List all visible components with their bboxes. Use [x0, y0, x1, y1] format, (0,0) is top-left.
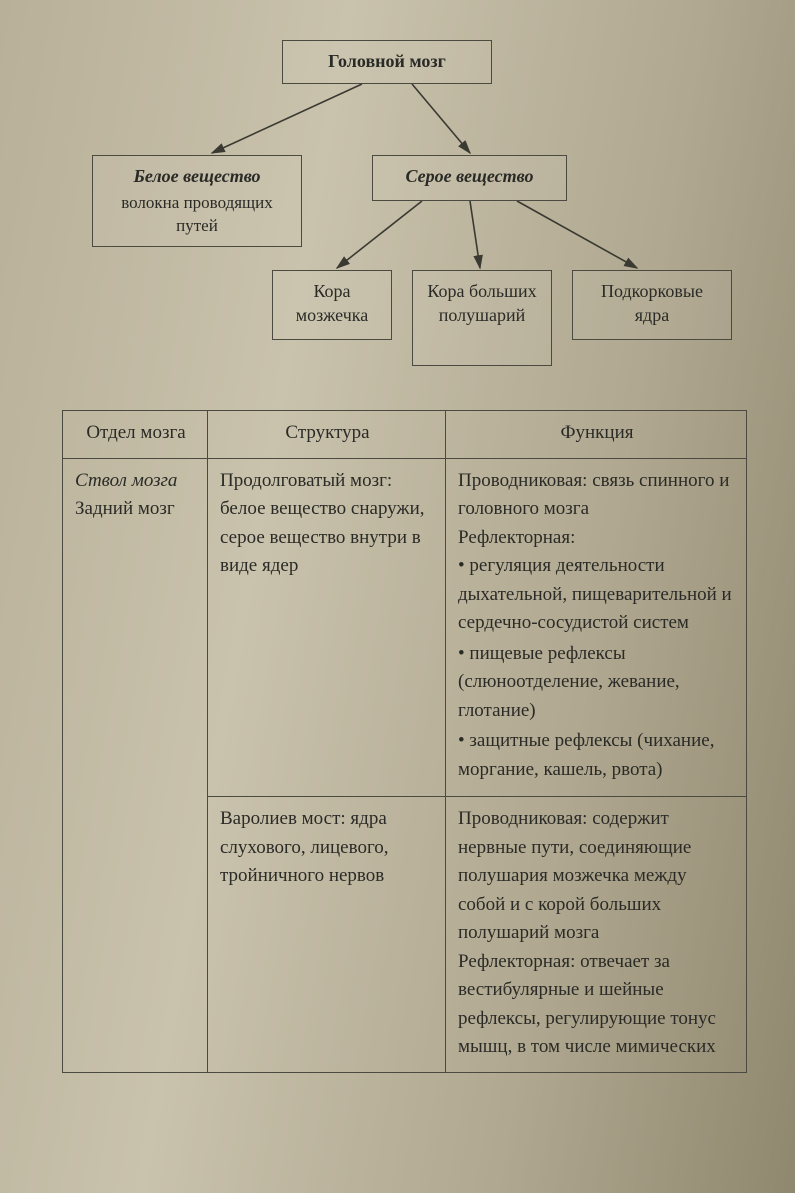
node-cerebellar-cortex: Кора мозжечка [272, 270, 392, 340]
table-row: Ствол мозга Задний мозг Продолговатый мо… [63, 458, 747, 797]
node-white-matter: Белое вещество волокна проводящих путей [92, 155, 302, 247]
brain-hierarchy-diagram: Головной мозг Белое вещество волокна про… [62, 40, 747, 370]
function-bullets: регуляция деятельности дыхательной, пище… [458, 552, 736, 784]
bullet: пищевые рефлексы (слюноотделение, жевани… [458, 640, 736, 726]
brain-sections-table: Отдел мозга Структура Функция Ствол мозг… [62, 410, 747, 1073]
cell-structure: Продолговатый мозг: белое вещество снару… [208, 458, 446, 797]
node-subcortical-nuclei: Подкорковые ядра [572, 270, 732, 340]
section-italic: Ствол мозга [75, 470, 177, 491]
col-header-section: Отдел мозга [63, 411, 208, 459]
bullet: регуляция деятельности дыхательной, пище… [458, 552, 736, 638]
function-lead: Рефлекторная: [458, 524, 736, 553]
bullet: защитные рефлексы (чихание, моргание, ка… [458, 727, 736, 784]
cell-function: Проводниковая: связь спинного и головног… [446, 458, 747, 797]
col-header-function: Функция [446, 411, 747, 459]
cell-function: Проводниковая: содержит нервные пути, со… [446, 797, 747, 1073]
function-lead: Проводниковая: связь спинного и головног… [458, 467, 736, 524]
col-header-structure: Структура [208, 411, 446, 459]
section-plain: Задний мозг [75, 498, 175, 519]
function-lead: Рефлекторная: отвечает за вестибулярные … [458, 948, 736, 1062]
node-root: Головной мозг [282, 40, 492, 84]
node-grey-matter: Серое вещество [372, 155, 567, 201]
cell-section: Ствол мозга Задний мозг [63, 458, 208, 1072]
table-header-row: Отдел мозга Структура Функция [63, 411, 747, 459]
node-hemispheres-cortex: Кора больших полушарий [412, 270, 552, 366]
function-lead: Проводниковая: содержит нервные пути, со… [458, 805, 736, 948]
cell-structure: Варолиев мост: ядра слухового, лицевого,… [208, 797, 446, 1073]
